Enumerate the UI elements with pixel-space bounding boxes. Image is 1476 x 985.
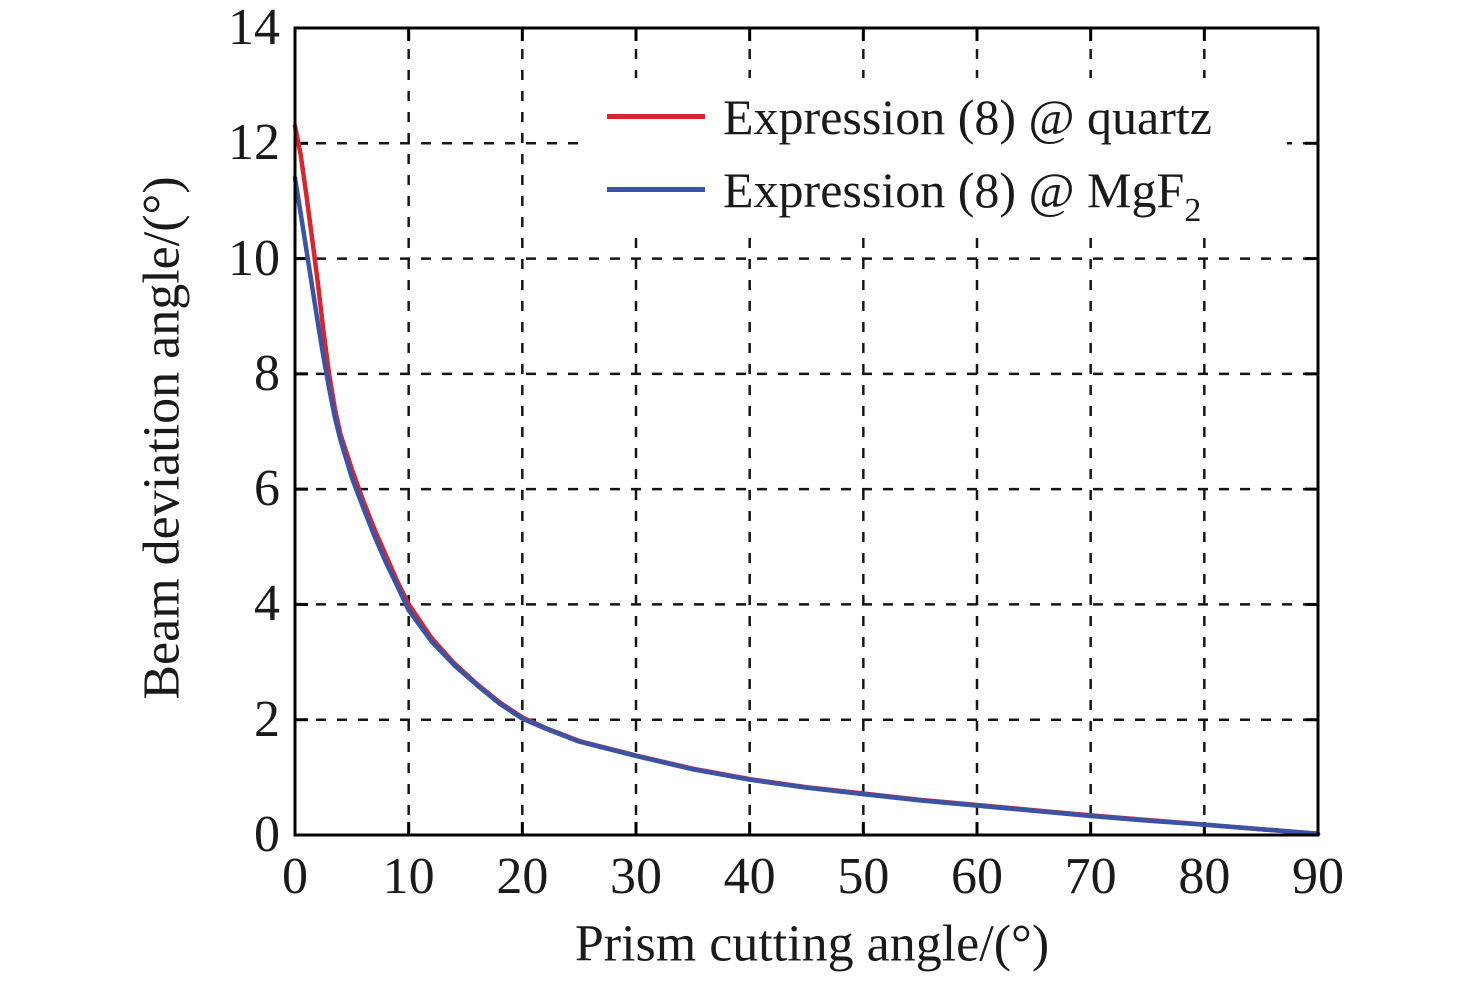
legend-item-quartz: Expression (8) @ quartz xyxy=(585,80,1287,153)
legend-label-mgf2-sub: 2 xyxy=(1184,191,1202,229)
x-tick-label: 70 xyxy=(1064,848,1117,905)
x-tick-label: 20 xyxy=(496,848,549,905)
x-axis-title: Prism cutting angle/(°) xyxy=(574,915,1050,973)
y-tick-label: 8 xyxy=(254,344,280,402)
y-tick-label: 12 xyxy=(228,114,280,172)
series-line-mgf2 xyxy=(292,175,1321,837)
legend-label-quartz-text: Expression (8) @ quartz xyxy=(723,88,1212,145)
x-tick-label: 80 xyxy=(1178,848,1231,905)
legend-item-mgf2: Expression (8) @ MgF2 xyxy=(585,153,1287,228)
legend: Expression (8) @ quartz Expression (8) @… xyxy=(585,78,1287,228)
legend-line-mgf2-icon xyxy=(607,187,705,192)
y-tick-label: 0 xyxy=(254,806,280,863)
y-tick-label: 4 xyxy=(254,575,280,633)
x-tick-label: 10 xyxy=(382,848,435,905)
y-tick-label: 10 xyxy=(228,229,280,287)
x-tick-label: 90 xyxy=(1292,848,1344,905)
y-tick-label: 6 xyxy=(254,460,280,518)
axis-box xyxy=(293,26,1320,837)
legend-line-quartz-icon xyxy=(607,114,705,119)
legend-label-mgf2: Expression (8) @ MgF2 xyxy=(723,161,1201,228)
y-tick-label: 2 xyxy=(254,690,280,748)
y-axis-title: Beam deviation angle/(°) xyxy=(133,176,191,700)
x-tick-label: 50 xyxy=(837,848,890,905)
series-line-quartz xyxy=(292,123,1321,837)
x-tick-label: 40 xyxy=(723,848,776,905)
y-tick-label: 14 xyxy=(228,0,280,56)
x-tick-label: 30 xyxy=(610,848,662,905)
x-tick-label: 60 xyxy=(951,848,1003,905)
legend-label-mgf2-text: Expression (8) @ MgF xyxy=(723,161,1185,218)
x-tick-label: 0 xyxy=(282,848,308,905)
legend-label-quartz: Expression (8) @ quartz xyxy=(723,88,1212,146)
